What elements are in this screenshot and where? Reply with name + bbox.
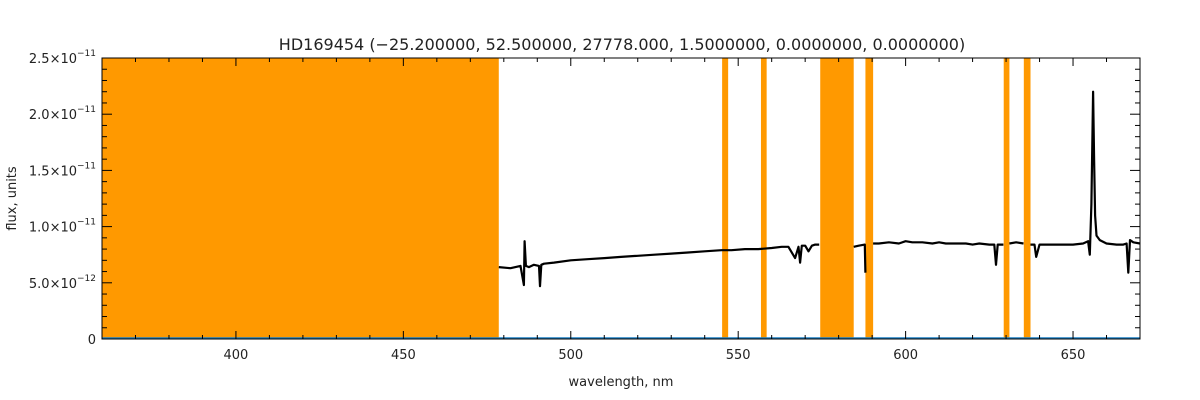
x-tick-label-550: 550 — [726, 348, 751, 363]
spectrum-segment-4 — [1030, 90, 1141, 274]
y-tick-label-0: 0 — [88, 333, 96, 348]
spectrum-segment-0 — [498, 240, 820, 288]
masked-region-6 — [1023, 58, 1031, 339]
masked-regions — [102, 58, 1031, 339]
y-tick-label-1: 5.0×10−12 — [29, 274, 96, 292]
spectrum-segment-1 — [853, 243, 867, 273]
axis-ticks: 400 450 500 550 600 650 0 5.0×10−12 1.0×10−11 1.5… — [29, 49, 1141, 363]
plot-frame — [101, 57, 1141, 340]
spectrum-segment-3 — [1009, 241, 1024, 245]
spectrum-series — [498, 90, 1141, 288]
y-tick-label-3: 1.5×10−11 — [29, 161, 96, 179]
masked-region-2 — [760, 58, 767, 339]
spectrum-segment-2 — [873, 240, 1004, 266]
x-tick-label-450: 450 — [391, 348, 416, 363]
masked-region-3 — [820, 58, 854, 339]
x-tick-label-500: 500 — [558, 348, 583, 363]
x-tick-label-600: 600 — [893, 348, 918, 363]
masked-region-4 — [865, 58, 874, 339]
y-tick-label-5: 2.5×10−11 — [29, 49, 96, 67]
chart-title: HD169454 (−25.200000, 52.500000, 27778.0… — [279, 35, 965, 54]
masked-region-5 — [1003, 58, 1010, 339]
masked-region-1 — [722, 58, 729, 339]
masked-region-0 — [102, 58, 499, 339]
y-tick-label-4: 2.0×10−11 — [29, 105, 96, 123]
x-tick-label-650: 650 — [1061, 348, 1086, 363]
x-axis-label: wavelength, nm — [569, 375, 674, 390]
y-axis-label: flux, units — [5, 166, 20, 231]
x-tick-label-400: 400 — [224, 348, 249, 363]
y-tick-label-2: 1.0×10−11 — [29, 218, 96, 236]
